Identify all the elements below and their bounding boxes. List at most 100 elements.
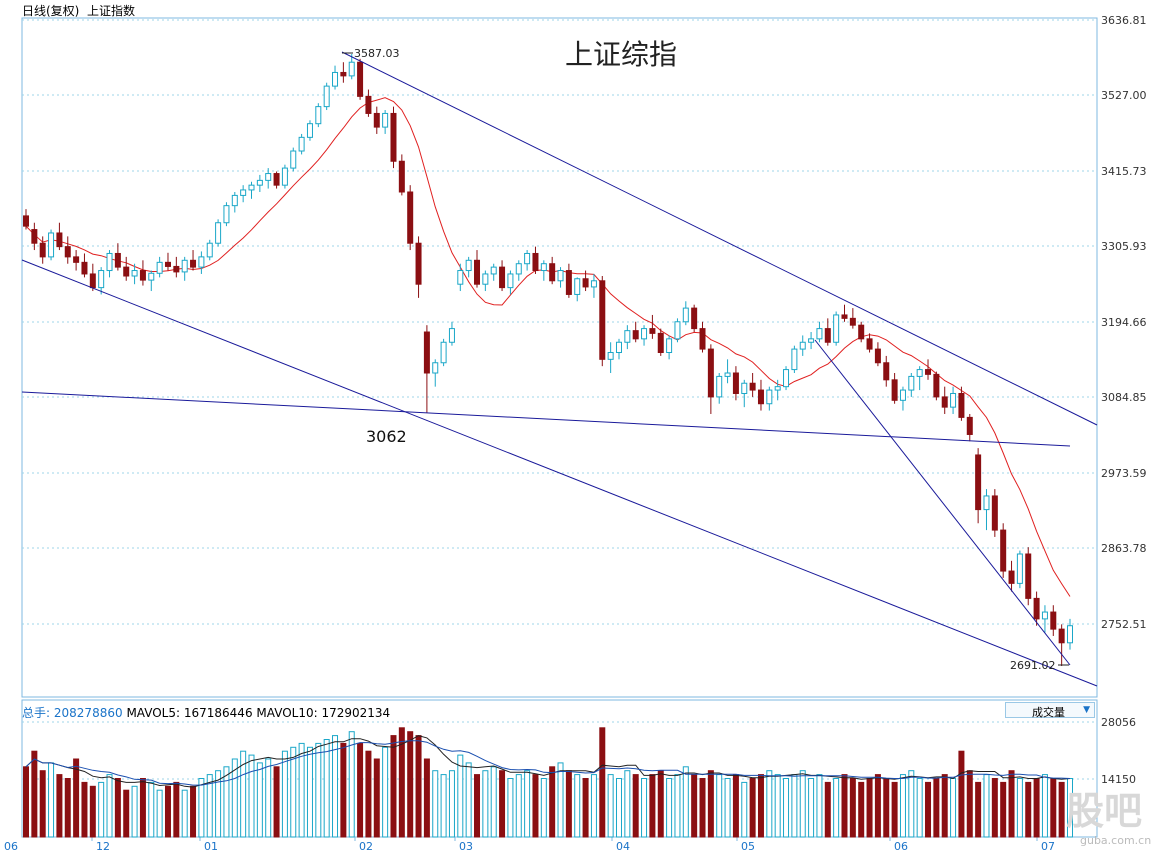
candle-body: [582, 278, 589, 288]
candle-body: [883, 362, 890, 381]
candle-body: [106, 252, 113, 272]
candle-body: [540, 263, 547, 272]
indicator-selector[interactable]: 成交量 ▼: [1005, 702, 1095, 719]
candle-body: [657, 332, 664, 354]
mavol10-value: 172902134: [321, 706, 391, 720]
candle-body: [1033, 597, 1040, 620]
volume-bar: [323, 739, 330, 838]
trendline-lower: [21, 259, 1098, 687]
volume-bar: [315, 742, 322, 838]
volume-bar: [707, 770, 714, 838]
candle-body: [1000, 529, 1007, 572]
x-tick-label: 07: [1041, 840, 1055, 853]
candle-body: [139, 270, 146, 281]
candle-body: [73, 256, 80, 263]
volume-bar: [1025, 781, 1032, 838]
candle-body: [565, 270, 572, 295]
candle-body: [206, 242, 213, 258]
volume-bar: [373, 758, 380, 838]
candle-body: [407, 191, 414, 244]
candle-body: [1058, 628, 1065, 644]
candle-body: [448, 328, 455, 343]
candle-body: [39, 242, 46, 258]
volume-bar: [674, 774, 681, 838]
volume-bar: [941, 774, 948, 838]
volume-bar: [39, 770, 46, 838]
candle-body: [1050, 611, 1057, 630]
candle-body: [975, 454, 982, 511]
candle-body: [315, 106, 322, 125]
mavol5-value: 167186446: [183, 706, 253, 720]
candle-body: [390, 112, 397, 162]
x-tick-label: 03: [459, 840, 473, 853]
volume-bar: [281, 750, 288, 838]
volume-bar: [590, 774, 597, 838]
volume-total-label: 总手: [22, 706, 47, 720]
volume-bar: [1016, 778, 1023, 838]
candle-body: [916, 369, 923, 377]
candle-body: [373, 112, 380, 128]
volume-bar: [215, 770, 222, 838]
volume-bar: [499, 770, 506, 838]
volume-bar: [148, 781, 155, 838]
candle-body: [549, 263, 556, 282]
candle-body: [490, 266, 497, 275]
volume-bar: [1033, 778, 1040, 838]
volume-bar: [791, 774, 798, 838]
candle-body: [666, 338, 673, 354]
volume-bar: [749, 778, 756, 838]
volume-bar: [874, 774, 881, 838]
price-tick-label: 3636.81: [1101, 14, 1147, 27]
volume-bar: [382, 746, 389, 838]
price-tick-label: 2752.51: [1101, 618, 1147, 631]
candle-body: [164, 261, 171, 267]
candle-body: [23, 215, 29, 227]
candle-body: [574, 278, 581, 295]
volume-bar: [432, 770, 439, 838]
volume-bar: [950, 778, 957, 838]
volume-bar: [540, 778, 547, 838]
volume-bar: [64, 778, 71, 838]
candle-body: [866, 338, 873, 350]
volume-bar: [958, 750, 965, 838]
candle-body: [89, 273, 96, 289]
volume-total-value: 208278860: [53, 706, 123, 720]
volume-bar: [223, 766, 230, 838]
candle-body: [48, 232, 55, 258]
candle-body: [1041, 611, 1048, 620]
candle-body: [440, 341, 447, 364]
volume-bar: [916, 778, 923, 838]
candle-body: [958, 392, 965, 418]
volume-bar: [98, 781, 105, 838]
candle-body: [114, 252, 121, 268]
candle-body: [131, 270, 138, 277]
candle-body: [123, 266, 130, 277]
candle-body: [741, 382, 748, 394]
candle-body: [691, 307, 698, 330]
volume-bar: [240, 750, 247, 838]
volume-bar: [607, 774, 614, 838]
candle-body: [499, 266, 506, 289]
volume-bar: [632, 774, 639, 838]
candle-body: [1025, 553, 1032, 599]
volume-bar: [340, 742, 347, 838]
candle-body: [248, 184, 255, 191]
candle-body: [791, 348, 798, 371]
candle-body: [1008, 570, 1015, 584]
candle-body: [457, 270, 464, 285]
volume-bar: [73, 758, 80, 838]
trendline-support: [21, 391, 1071, 447]
volume-bar: [357, 742, 364, 838]
mavol10-label: MAVOL10: [256, 706, 314, 720]
volume-bar: [1041, 774, 1048, 838]
volume-bar: [891, 781, 898, 838]
candle-body: [624, 330, 631, 343]
candle-body: [707, 348, 714, 398]
volume-bar: [1000, 781, 1007, 838]
indicator-selector-label: 成交量: [1032, 706, 1065, 719]
volume-bar: [23, 766, 29, 838]
volume-bar: [106, 774, 113, 838]
volume-bar: [824, 781, 831, 838]
candle-body: [357, 61, 364, 97]
candle-body: [891, 379, 898, 401]
